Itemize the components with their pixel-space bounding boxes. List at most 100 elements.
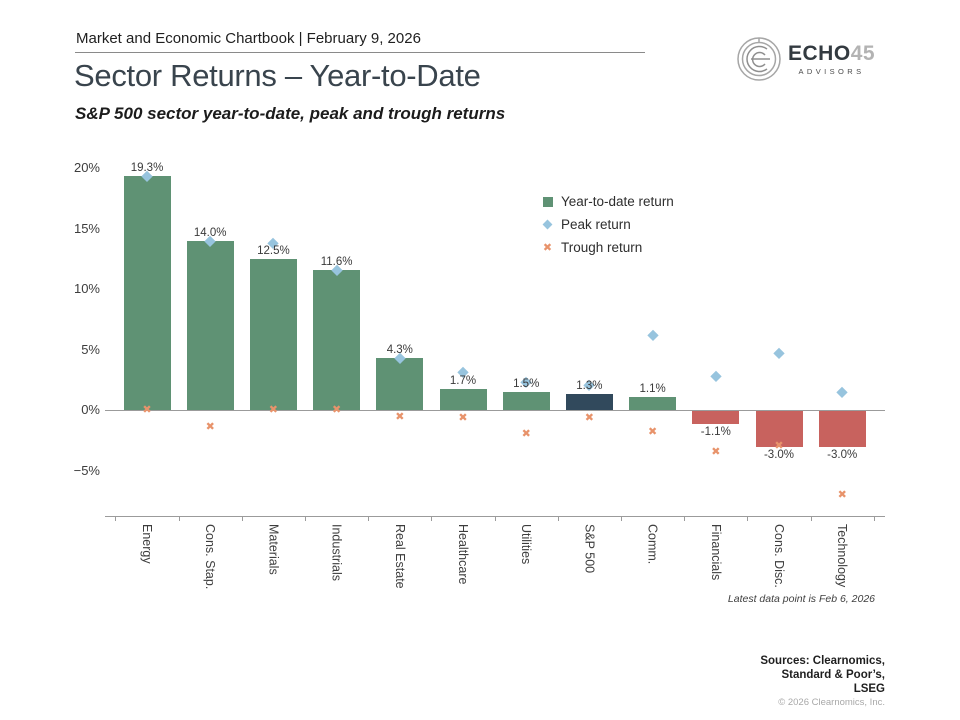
logo-brand-number: 45 bbox=[850, 42, 876, 65]
echo45-logo-icon bbox=[737, 37, 781, 81]
x-axis-label: Cons. Stap. bbox=[203, 524, 218, 590]
x-axis-tick bbox=[873, 517, 875, 521]
x-axis-tick bbox=[747, 517, 749, 521]
bar-industrials bbox=[313, 269, 361, 410]
bar-healthcare bbox=[439, 389, 487, 410]
latest-data-footnote: Latest data point is Feb 6, 2026 bbox=[727, 593, 875, 605]
header-divider bbox=[75, 52, 645, 53]
x-axis-tick bbox=[115, 517, 117, 521]
x-axis-tick bbox=[305, 517, 306, 521]
x-axis-label: Comm. bbox=[645, 524, 660, 565]
sources-line: Standard & Poor’s, bbox=[781, 669, 885, 681]
x-axis-label: Industrials bbox=[329, 524, 344, 581]
bar-value-label: 1.7% bbox=[449, 375, 477, 388]
x-axis-tick bbox=[810, 517, 812, 521]
x-axis-label: S&P 500 bbox=[582, 524, 597, 574]
sources-line: LSEG bbox=[853, 683, 885, 695]
bar-utilities bbox=[502, 391, 550, 410]
trough-marker: ✖ bbox=[837, 487, 847, 501]
legend-label: Trough return bbox=[561, 240, 643, 255]
bar-value-label: 1.1% bbox=[639, 382, 666, 395]
bar-s-p-500 bbox=[565, 394, 613, 410]
bar-cons-stap bbox=[186, 240, 234, 410]
x-axis-tick bbox=[684, 517, 686, 521]
trough-marker: ✖ bbox=[458, 411, 468, 425]
x-axis-label: Technology bbox=[835, 524, 850, 588]
bar-value-label: 19.3% bbox=[130, 162, 164, 175]
x-axis-tick bbox=[368, 517, 370, 521]
peak-marker bbox=[773, 347, 785, 359]
trough-marker: ✖ bbox=[774, 439, 784, 453]
trough-cross-icon: ✖ bbox=[542, 241, 553, 254]
chartbook-header: Market and Economic Chartbook | February… bbox=[76, 30, 421, 47]
x-axis-label: Financials bbox=[708, 524, 723, 581]
x-axis-tick bbox=[178, 517, 180, 521]
sources-line: Sources: Clearnomics, bbox=[760, 655, 885, 667]
x-axis-label: Utilities bbox=[519, 524, 534, 565]
bar-technology bbox=[818, 411, 866, 448]
bar-value-label: 12.5% bbox=[257, 244, 290, 257]
x-axis-tick bbox=[494, 517, 496, 521]
bar-comm bbox=[629, 396, 677, 410]
y-axis-tick: 20% bbox=[73, 160, 100, 175]
x-axis-tick bbox=[557, 517, 559, 521]
bar-financials bbox=[692, 411, 740, 425]
bar-energy bbox=[123, 176, 171, 410]
peak-marker bbox=[836, 386, 848, 398]
logo-text: ECHO45 ADVISORS bbox=[788, 42, 875, 76]
sources-block: Sources: Clearnomics, Standard & Poor’s,… bbox=[585, 654, 885, 710]
peak-diamond-icon bbox=[540, 219, 555, 230]
ytd-square-icon bbox=[540, 196, 555, 207]
trough-marker: ✖ bbox=[142, 403, 152, 417]
x-axis-line bbox=[105, 516, 885, 517]
trough-marker: ✖ bbox=[395, 410, 405, 424]
trough-marker: ✖ bbox=[521, 427, 531, 441]
logo-brand-text: ECHO bbox=[788, 42, 851, 65]
legend-item-ytd: Year-to-date return bbox=[540, 190, 674, 213]
bar-cons-disc bbox=[755, 411, 803, 448]
x-axis-label: Energy bbox=[140, 524, 154, 564]
y-axis-tick: 15% bbox=[73, 220, 100, 236]
trough-marker: ✖ bbox=[205, 420, 215, 434]
copyright-line: © 2026 Clearnomics, Inc. bbox=[778, 697, 885, 708]
bar-value-label: 1.5% bbox=[513, 377, 540, 390]
logo-tagline: ADVISORS bbox=[798, 67, 865, 76]
x-axis-tick bbox=[241, 517, 243, 521]
bar-value-label: -3.0% bbox=[763, 449, 795, 462]
page-title: Sector Returns – Year-to-Date bbox=[74, 58, 481, 93]
legend-item-peak: Peak return bbox=[540, 213, 674, 236]
legend-label: Year-to-date return bbox=[561, 194, 674, 209]
legend-label: Peak return bbox=[561, 217, 631, 232]
legend-item-trough: ✖ Trough return bbox=[540, 236, 674, 259]
peak-marker bbox=[710, 370, 722, 382]
bar-real-estate bbox=[376, 357, 424, 410]
x-axis-label: Healthcare bbox=[456, 524, 470, 585]
x-axis-label: Real Estate bbox=[392, 524, 407, 589]
trough-marker: ✖ bbox=[711, 445, 721, 459]
trough-marker: ✖ bbox=[584, 411, 594, 425]
bar-value-label: 11.6% bbox=[320, 255, 353, 268]
bar-value-label: -1.1% bbox=[700, 426, 731, 439]
y-axis-tick: 0% bbox=[81, 402, 100, 417]
bar-value-label: 4.3% bbox=[386, 343, 413, 356]
trough-marker: ✖ bbox=[647, 425, 658, 439]
zero-baseline bbox=[105, 410, 885, 411]
bar-value-label: -3.0% bbox=[827, 449, 858, 462]
y-axis-tick: −5% bbox=[73, 462, 100, 478]
y-axis-tick: 10% bbox=[73, 281, 100, 296]
x-axis-label: Cons. Disc. bbox=[772, 524, 786, 588]
x-axis-tick bbox=[431, 517, 433, 521]
peak-marker bbox=[647, 329, 658, 341]
echo45-logo: ECHO45 ADVISORS bbox=[736, 36, 875, 82]
bar-value-label: 1.3% bbox=[576, 380, 603, 393]
chart-legend: Year-to-date return Peak return ✖ Trough… bbox=[540, 190, 674, 259]
trough-marker: ✖ bbox=[331, 403, 342, 417]
page-subtitle: S&P 500 sector year-to-date, peak and tr… bbox=[75, 104, 506, 123]
x-axis-tick bbox=[621, 517, 622, 521]
x-axis-label: Materials bbox=[266, 524, 281, 575]
bar-materials bbox=[249, 258, 297, 410]
y-axis-tick: 5% bbox=[81, 341, 100, 357]
trough-marker: ✖ bbox=[268, 403, 278, 417]
